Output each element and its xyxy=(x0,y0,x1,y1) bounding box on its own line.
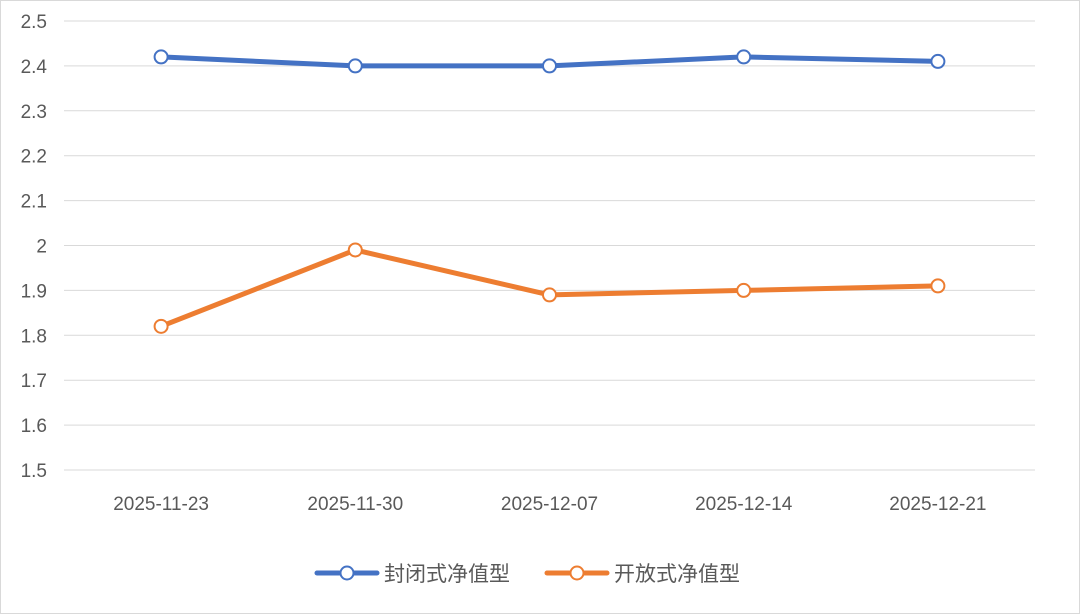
data-point xyxy=(736,49,752,65)
y-tick-label: 1.5 xyxy=(21,461,47,482)
data-point xyxy=(930,53,946,69)
y-tick-label: 2.5 xyxy=(21,12,47,33)
x-tick-label: 2025-12-14 xyxy=(695,494,793,515)
y-axis-ticks: 1.5 1.6 1.7 1.8 1.9 2 2.1 2.2 2.3 2.4 2.5 xyxy=(21,12,48,482)
gridlines xyxy=(64,20,1035,471)
y-tick-label: 1.7 xyxy=(21,371,47,392)
data-point xyxy=(542,58,557,74)
data-point xyxy=(153,318,169,334)
series-lines xyxy=(153,49,946,334)
data-point xyxy=(930,278,946,294)
x-tick-label: 2025-11-23 xyxy=(113,494,209,515)
legend-label: 开放式净值型 xyxy=(614,562,740,586)
x-tick-label: 2025-11-30 xyxy=(307,494,403,515)
y-tick-label: 2 xyxy=(36,237,47,258)
legend-label: 封闭式净值型 xyxy=(384,562,510,586)
y-tick-label: 1.8 xyxy=(21,326,47,347)
x-axis-ticks: 2025-11-23 2025-11-30 2025-12-07 2025-12-14… xyxy=(113,494,986,515)
legend: 封闭式净值型 开放式净值型 xyxy=(314,562,740,586)
y-tick-label: 1.9 xyxy=(21,281,47,302)
data-point xyxy=(542,287,557,303)
y-tick-label: 2.3 xyxy=(21,102,47,123)
y-tick-label: 2.1 xyxy=(21,192,47,213)
legend-marker xyxy=(569,565,585,581)
y-tick-label: 2.4 xyxy=(21,57,48,78)
y-tick-label: 1.6 xyxy=(21,416,47,437)
legend-marker xyxy=(339,565,355,581)
data-point xyxy=(153,49,169,65)
y-tick-label: 2.2 xyxy=(21,147,47,168)
data-point xyxy=(347,58,363,74)
x-tick-label: 2025-12-21 xyxy=(889,494,986,515)
x-tick-label: 2025-12-07 xyxy=(501,494,598,515)
data-point xyxy=(347,242,363,258)
data-point xyxy=(736,282,752,298)
